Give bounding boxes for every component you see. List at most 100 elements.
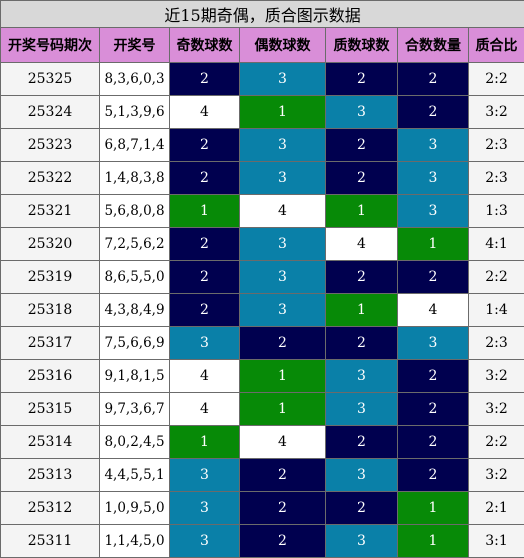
- table-row: 25322 1,4,8,3,8 2 3 2 3 2:3: [0, 161, 524, 195]
- header-prime-count: 质数球数: [325, 27, 398, 63]
- cell-issue: 25311: [0, 524, 100, 558]
- cell-numbers: 8,3,6,0,3: [99, 62, 170, 96]
- table-row: 25312 1,0,9,5,0 3 2 2 1 2:1: [0, 491, 524, 525]
- cell-prime-count: 2: [325, 62, 398, 96]
- header-odd-count: 奇数球数: [169, 27, 240, 63]
- cell-odd-count: 3: [169, 458, 240, 492]
- cell-prime-count: 1: [325, 194, 398, 228]
- cell-odd-count: 3: [169, 524, 240, 558]
- cell-issue: 25324: [0, 95, 100, 129]
- cell-issue: 25322: [0, 161, 100, 195]
- cell-ratio: 2:2: [467, 62, 524, 96]
- header-row: 开奖号码期次 开奖号 奇数球数 偶数球数 质数球数 合数数量 质合比: [0, 27, 524, 63]
- cell-numbers: 6,8,7,1,4: [99, 128, 170, 162]
- cell-ratio: 3:2: [467, 458, 524, 492]
- cell-prime-count: 4: [325, 227, 398, 261]
- table-row: 25319 8,6,5,5,0 2 3 2 2 2:2: [0, 260, 524, 294]
- cell-ratio: 2:1: [467, 491, 524, 525]
- cell-issue: 25313: [0, 458, 100, 492]
- cell-numbers: 7,5,6,6,9: [99, 326, 170, 360]
- table-row: 25321 5,6,8,0,8 1 4 1 3 1:3: [0, 194, 524, 228]
- cell-ratio: 3:1: [467, 524, 524, 558]
- cell-issue: 25319: [0, 260, 100, 294]
- cell-prime-count: 2: [325, 326, 398, 360]
- table-body: 25325 8,3,6,0,3 2 3 2 2 2:2 25324 5,1,3,9,6 4 1 3 2 3…: [0, 62, 524, 558]
- cell-numbers: 9,7,3,6,7: [99, 392, 170, 426]
- cell-ratio: 3:2: [467, 95, 524, 129]
- cell-ratio: 2:2: [467, 425, 524, 459]
- cell-issue: 25312: [0, 491, 100, 525]
- header-prime-composite-ratio: 质合比: [467, 27, 524, 63]
- cell-issue: 25320: [0, 227, 100, 261]
- table-row: 25313 4,4,5,5,1 3 2 3 2 3:2: [0, 458, 524, 492]
- cell-prime-count: 3: [325, 392, 398, 426]
- cell-ratio: 2:3: [467, 128, 524, 162]
- cell-even-count: 2: [239, 524, 326, 558]
- cell-composite-count: 2: [397, 359, 469, 393]
- cell-ratio: 1:4: [467, 293, 524, 327]
- cell-composite-count: 3: [397, 194, 469, 228]
- cell-prime-count: 3: [325, 524, 398, 558]
- cell-even-count: 4: [239, 194, 326, 228]
- cell-odd-count: 2: [169, 62, 240, 96]
- cell-odd-count: 4: [169, 359, 240, 393]
- header-even-count: 偶数球数: [239, 27, 326, 63]
- cell-ratio: 3:2: [467, 392, 524, 426]
- cell-prime-count: 3: [325, 458, 398, 492]
- cell-prime-count: 2: [325, 161, 398, 195]
- cell-numbers: 8,6,5,5,0: [99, 260, 170, 294]
- cell-numbers: 4,4,5,5,1: [99, 458, 170, 492]
- cell-ratio: 2:3: [467, 326, 524, 360]
- cell-ratio: 2:3: [467, 161, 524, 195]
- cell-numbers: 8,0,2,4,5: [99, 425, 170, 459]
- cell-odd-count: 2: [169, 161, 240, 195]
- cell-odd-count: 1: [169, 194, 240, 228]
- cell-composite-count: 2: [397, 95, 469, 129]
- header-issue: 开奖号码期次: [0, 27, 100, 63]
- cell-composite-count: 1: [397, 227, 469, 261]
- cell-prime-count: 1: [325, 293, 398, 327]
- table-row: 25324 5,1,3,9,6 4 1 3 2 3:2: [0, 95, 524, 129]
- cell-even-count: 4: [239, 425, 326, 459]
- cell-composite-count: 3: [397, 161, 469, 195]
- cell-ratio: 3:2: [467, 359, 524, 393]
- cell-odd-count: 4: [169, 392, 240, 426]
- cell-issue: 25325: [0, 62, 100, 96]
- table-row: 25317 7,5,6,6,9 3 2 2 3 2:3: [0, 326, 524, 360]
- cell-even-count: 1: [239, 95, 326, 129]
- cell-issue: 25317: [0, 326, 100, 360]
- table-row: 25320 7,2,5,6,2 2 3 4 1 4:1: [0, 227, 524, 261]
- cell-numbers: 1,4,8,3,8: [99, 161, 170, 195]
- cell-prime-count: 2: [325, 260, 398, 294]
- cell-even-count: 2: [239, 458, 326, 492]
- cell-issue: 25316: [0, 359, 100, 393]
- cell-ratio: 2:2: [467, 260, 524, 294]
- cell-composite-count: 1: [397, 524, 469, 558]
- cell-composite-count: 2: [397, 392, 469, 426]
- cell-numbers: 9,1,8,1,5: [99, 359, 170, 393]
- table-row: 25318 4,3,8,4,9 2 3 1 4 1:4: [0, 293, 524, 327]
- table-row: 25315 9,7,3,6,7 4 1 3 2 3:2: [0, 392, 524, 426]
- cell-odd-count: 2: [169, 260, 240, 294]
- cell-issue: 25323: [0, 128, 100, 162]
- cell-composite-count: 2: [397, 62, 469, 96]
- cell-prime-count: 2: [325, 491, 398, 525]
- cell-odd-count: 4: [169, 95, 240, 129]
- cell-composite-count: 3: [397, 128, 469, 162]
- cell-even-count: 3: [239, 260, 326, 294]
- cell-even-count: 1: [239, 359, 326, 393]
- cell-prime-count: 2: [325, 425, 398, 459]
- table-row: 25323 6,8,7,1,4 2 3 2 3 2:3: [0, 128, 524, 162]
- cell-odd-count: 1: [169, 425, 240, 459]
- cell-issue: 25318: [0, 293, 100, 327]
- cell-ratio: 1:3: [467, 194, 524, 228]
- cell-numbers: 7,2,5,6,2: [99, 227, 170, 261]
- cell-even-count: 2: [239, 326, 326, 360]
- cell-odd-count: 3: [169, 326, 240, 360]
- cell-numbers: 5,1,3,9,6: [99, 95, 170, 129]
- cell-prime-count: 3: [325, 95, 398, 129]
- cell-numbers: 4,3,8,4,9: [99, 293, 170, 327]
- cell-composite-count: 1: [397, 491, 469, 525]
- cell-even-count: 3: [239, 128, 326, 162]
